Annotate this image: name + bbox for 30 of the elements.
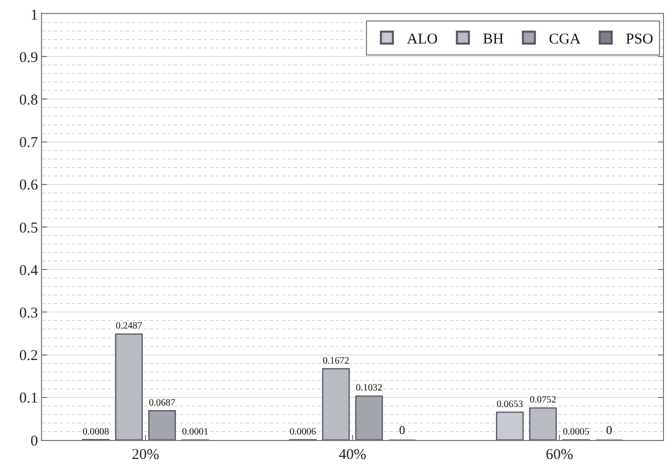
- data-label: 0.1672: [322, 355, 350, 366]
- data-label: 0.0005: [562, 426, 590, 438]
- y-tick-label: 0.2: [19, 348, 38, 364]
- y-tick-label: 0.7: [19, 135, 38, 152]
- legend-label: ALO: [406, 31, 438, 48]
- legend-label: PSO: [626, 31, 654, 48]
- data-label: 0.0001: [182, 426, 209, 438]
- x-tick-label: 20%: [132, 447, 160, 463]
- y-tick-label: 0.1: [19, 390, 38, 407]
- data-label: 0.0752: [530, 394, 556, 406]
- data-label: 0.0006: [290, 426, 316, 438]
- legend-label: BH: [482, 31, 504, 48]
- y-tick-label: 0.3: [19, 305, 38, 322]
- data-label: 0: [606, 423, 612, 437]
- y-tick-label: 0.8: [19, 92, 38, 108]
- data-label: 0.2487: [116, 320, 142, 332]
- data-label: 0.0653: [496, 398, 524, 410]
- y-tick-label: 1: [30, 7, 38, 24]
- y-tick-label: 0.6: [19, 178, 38, 194]
- legend-label: CGA: [548, 31, 581, 48]
- y-tick-label: 0.4: [19, 262, 38, 279]
- data-label: 0.1032: [356, 382, 382, 394]
- data-label: 0.0008: [82, 426, 110, 438]
- y-tick-label: 0: [30, 433, 38, 450]
- x-tick-label: 40%: [338, 447, 366, 463]
- data-label: 0.0687: [148, 397, 176, 408]
- data-label: 0: [399, 423, 406, 437]
- y-tick-label: 0.5: [19, 220, 38, 236]
- y-tick-label: 0.9: [19, 50, 38, 66]
- x-tick-label: 60%: [546, 447, 574, 463]
